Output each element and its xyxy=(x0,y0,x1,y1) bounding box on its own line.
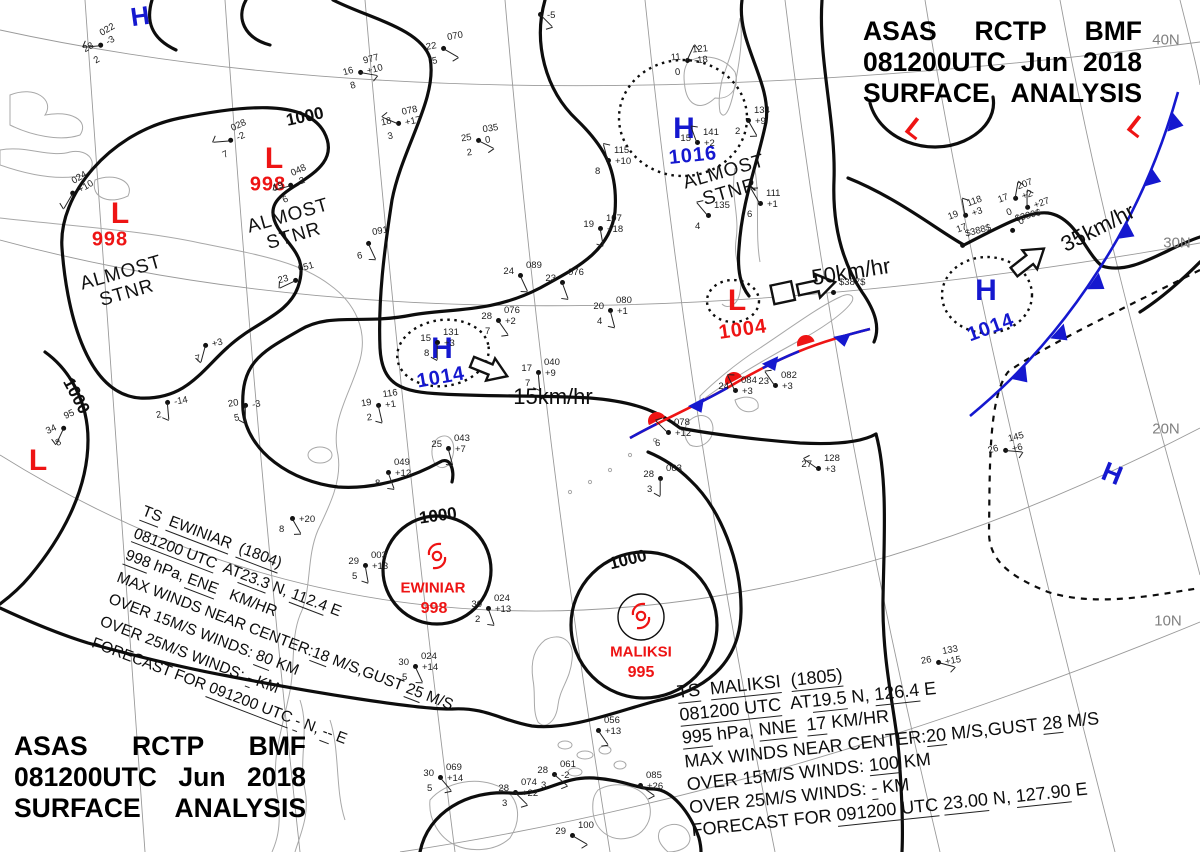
motion-arrows xyxy=(468,247,1046,383)
analysis-title-line: ASAS RCTP BMF xyxy=(14,731,306,762)
analysis-title-line: SURFACE ANALYSIS xyxy=(863,78,1142,109)
analysis-title-word: ANALYSIS xyxy=(174,793,306,823)
cold-front xyxy=(969,91,1184,417)
dashed-lines xyxy=(396,58,1200,601)
maliksi-inner-ring xyxy=(617,593,665,641)
analysis-title-word: 2018 xyxy=(1083,47,1142,77)
analysis-title-word: Jun xyxy=(178,762,226,792)
analysis-title-word: ASAS xyxy=(14,731,88,761)
analysis-title-word: ANALYSIS xyxy=(1010,78,1142,108)
analysis-title-word: RCTP xyxy=(974,16,1047,46)
typhoon-symbols xyxy=(427,542,651,630)
analysis-title-line: ASAS RCTP BMF xyxy=(863,16,1142,47)
coastlines xyxy=(0,17,854,852)
analysis-title-line: 081200UTC Jun 2018 xyxy=(14,762,306,793)
analysis-title-word: SURFACE xyxy=(14,793,141,823)
analysis-title-word: BMF xyxy=(248,731,306,761)
stationary-front xyxy=(629,327,871,440)
analysis-title-word: 081200UTC xyxy=(14,762,157,792)
analysis-title-bottom-left: ASAS RCTP BMF 081200UTC Jun 2018 SURFACE ANALYS… xyxy=(14,731,306,824)
analysis-title-word: 081200UTC xyxy=(863,47,1006,77)
analysis-title-word: ASAS xyxy=(863,16,937,46)
analysis-title-word: RCTP xyxy=(132,731,205,761)
analysis-title-top-right: ASAS RCTP BMF 081200UTC Jun 2018 SURFACE ANALYS… xyxy=(863,16,1142,109)
analysis-title-line: 081200UTC Jun 2018 xyxy=(863,47,1142,78)
analysis-title-word: 2018 xyxy=(247,762,306,792)
analysis-title-word: SURFACE xyxy=(863,78,990,108)
analysis-title-word: Jun xyxy=(1020,47,1069,77)
analysis-title-line: SURFACE ANALYSIS xyxy=(14,793,306,824)
analysis-title-word: BMF xyxy=(1084,16,1142,46)
